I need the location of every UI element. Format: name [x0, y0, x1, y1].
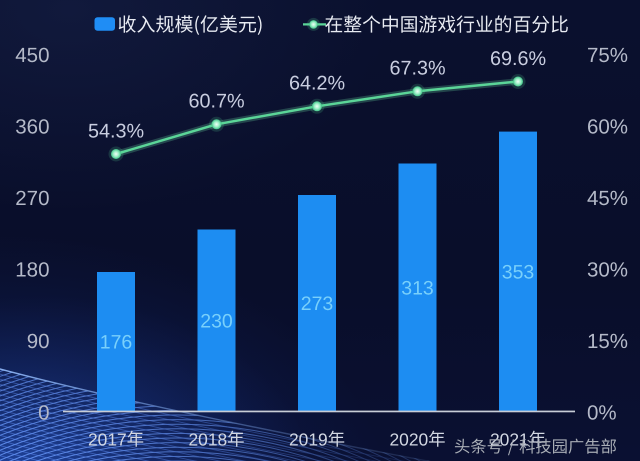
svg-text:450: 450 — [15, 44, 49, 67]
svg-text:273: 273 — [301, 293, 334, 315]
svg-text:67.3%: 67.3% — [389, 58, 445, 80]
svg-text:0: 0 — [38, 401, 49, 424]
svg-text:270: 270 — [15, 187, 49, 210]
svg-text:69.6%: 69.6% — [490, 48, 546, 70]
svg-text:15%: 15% — [587, 330, 628, 353]
svg-text:2018: 2018 — [189, 429, 228, 449]
svg-text:180: 180 — [15, 258, 49, 281]
svg-text:2019: 2019 — [289, 429, 328, 449]
svg-text:230: 230 — [200, 310, 233, 332]
svg-text:313: 313 — [401, 277, 434, 299]
svg-text:2021: 2021 — [490, 429, 529, 449]
svg-text:2017: 2017 — [88, 429, 127, 449]
svg-text:353: 353 — [502, 261, 535, 283]
svg-text:75%: 75% — [587, 44, 628, 67]
svg-text:60%: 60% — [587, 115, 628, 138]
svg-text:0%: 0% — [587, 401, 617, 424]
svg-text:54.3%: 54.3% — [88, 120, 144, 142]
svg-text:176: 176 — [100, 332, 133, 354]
svg-text:45%: 45% — [587, 187, 628, 210]
svg-text:360: 360 — [15, 115, 49, 138]
svg-text:2020: 2020 — [390, 429, 429, 449]
svg-text:90: 90 — [27, 330, 50, 353]
svg-text:60.7%: 60.7% — [188, 91, 244, 113]
svg-text:64.2%: 64.2% — [289, 73, 345, 95]
svg-text:30%: 30% — [587, 258, 628, 281]
